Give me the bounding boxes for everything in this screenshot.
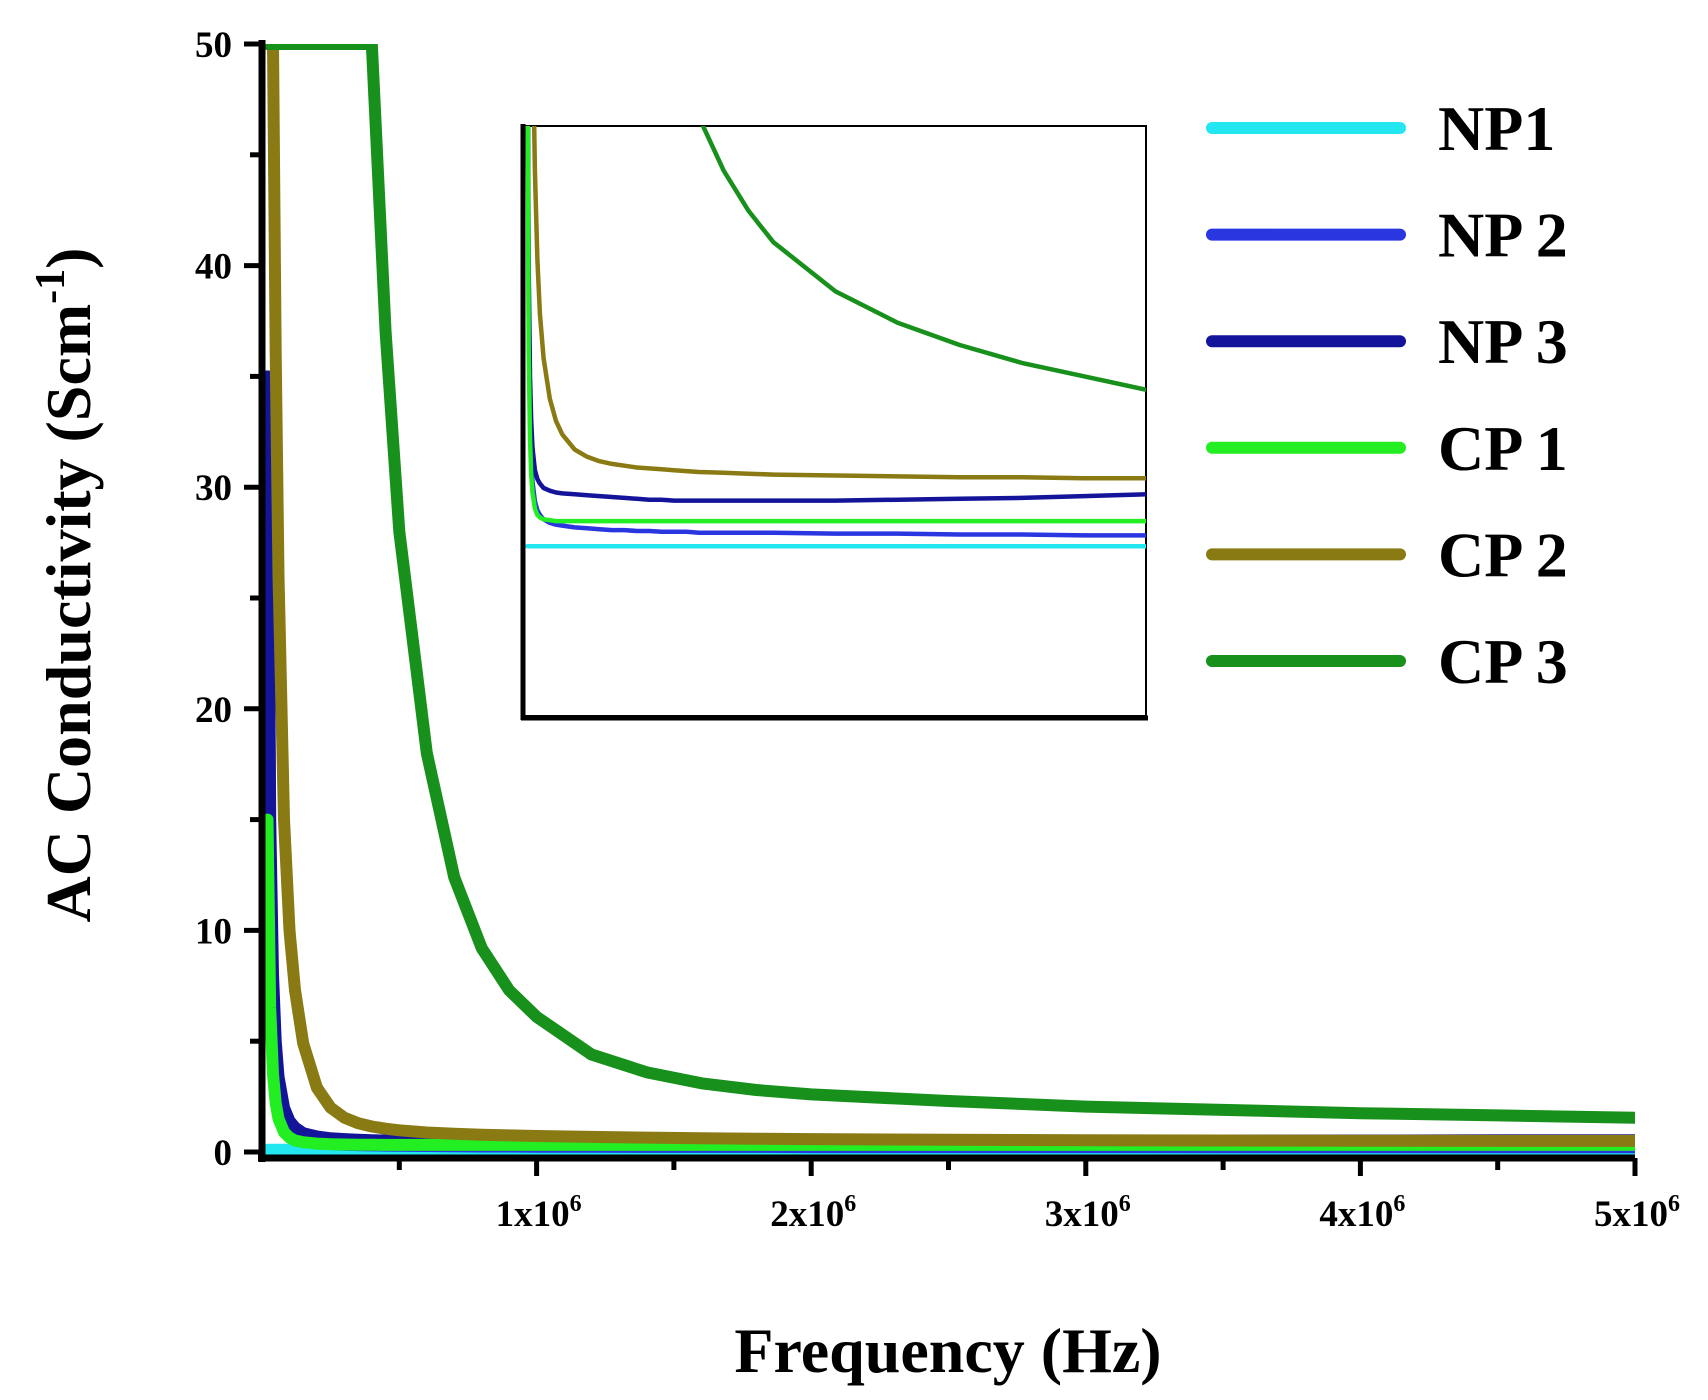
series-line-cp2 xyxy=(262,44,1635,1147)
x-tick-label: 2x106 xyxy=(770,1191,856,1235)
legend-label-np3: NP 3 xyxy=(1438,306,1568,377)
legend-item-np2: NP 2 xyxy=(1206,200,1568,271)
x-tick-label: 4x106 xyxy=(1319,1191,1405,1235)
main-plot-area xyxy=(262,44,1635,1156)
y-axis-title-superscript: -1 xyxy=(28,269,74,304)
x-tick-label: 5x106 xyxy=(1594,1191,1680,1235)
legend-label-cp1: CP 1 xyxy=(1438,413,1568,484)
legend-label-np1: NP1 xyxy=(1438,93,1555,164)
series-line-cp3 xyxy=(262,44,1635,1124)
y-tick-label: 0 xyxy=(214,1133,233,1174)
inset-series-line-cp2 xyxy=(531,126,1146,481)
legend-label-cp3: CP 3 xyxy=(1438,626,1568,697)
inset-plot-area xyxy=(525,126,1146,549)
legend-item-cp2: CP 2 xyxy=(1206,519,1568,590)
x-axis-title: Frequency (Hz) xyxy=(734,1315,1161,1386)
y-tick-label: 10 xyxy=(195,911,232,952)
y-tick-label: 50 xyxy=(195,25,232,66)
inset-series-line-cp3 xyxy=(700,126,1146,392)
legend-item-cp1: CP 1 xyxy=(1206,413,1568,484)
x-tick-label: 3x106 xyxy=(1045,1191,1131,1235)
y-tick-label: 40 xyxy=(195,247,232,288)
axis-ticks: 1x106 2x106 3x106 4x106 5x106 0 10 20 30 40 50 xyxy=(195,25,1680,1235)
legend-item-cp3: CP 3 xyxy=(1206,626,1568,697)
y-tick-label: 20 xyxy=(195,690,232,731)
y-axis-title-close: ) xyxy=(33,248,104,269)
legend-item-np1: NP1 xyxy=(1206,93,1555,164)
legend-label-cp2: CP 2 xyxy=(1438,519,1568,590)
legend-label-np2: NP 2 xyxy=(1438,200,1568,271)
inset-series-line-np3 xyxy=(525,126,1146,503)
x-tick-label: 1x106 xyxy=(496,1191,582,1235)
y-axis-title-text: AC Conductivity (Scm xyxy=(33,304,104,923)
legend: NP1 NP 2 NP 3 CP 1 CP 2 CP 3 xyxy=(1206,93,1568,697)
y-tick-label: 30 xyxy=(195,468,232,509)
inset-series-line-cp1 xyxy=(525,126,1146,524)
y-axis-title: AC Conductivity (Scm-1) xyxy=(28,248,104,923)
inset-frame xyxy=(522,125,1147,717)
legend-item-np3: NP 3 xyxy=(1206,306,1568,377)
